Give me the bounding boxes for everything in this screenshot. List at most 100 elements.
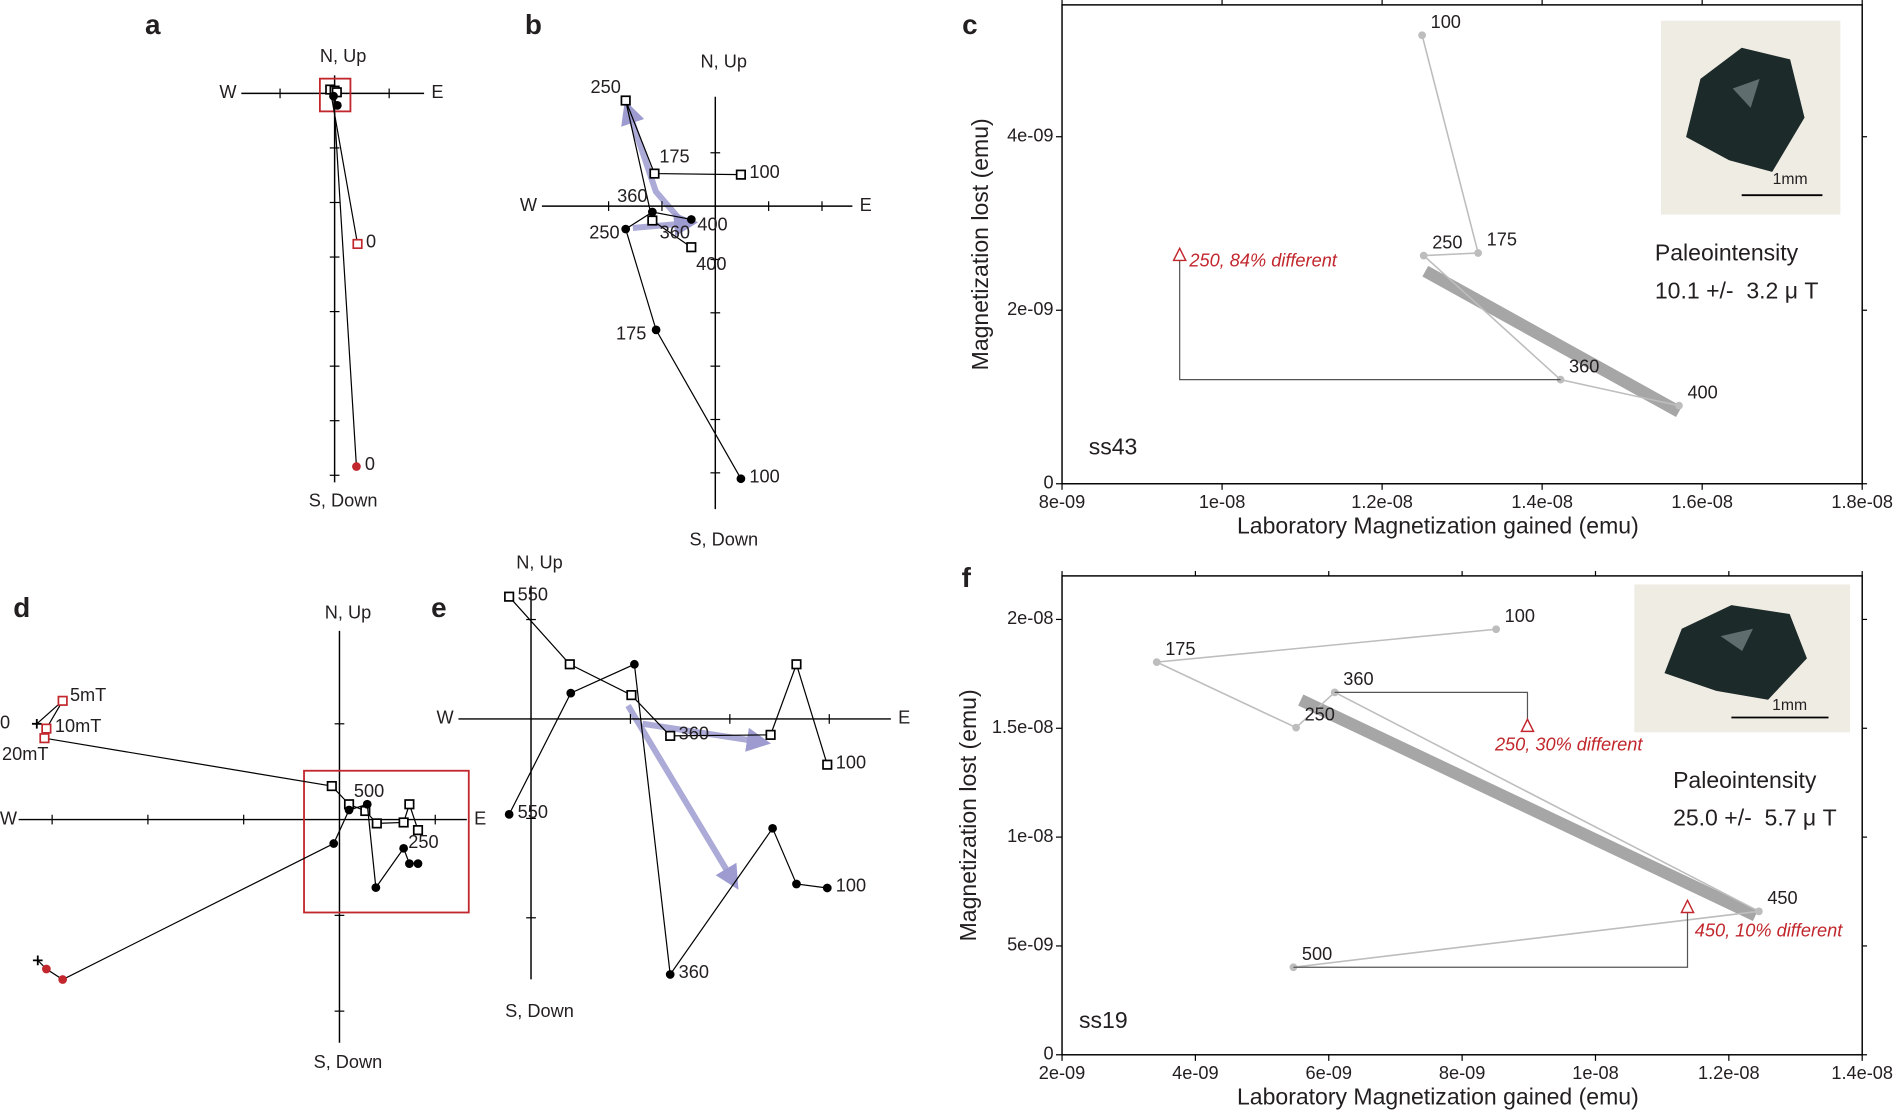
square-point <box>39 733 50 744</box>
step-label: 400 <box>1687 382 1717 402</box>
circle-point <box>630 659 639 669</box>
square-point <box>620 95 631 106</box>
check-marker <box>1520 717 1535 733</box>
y-tick-label: 0 <box>1043 1044 1053 1064</box>
step-label: 175 <box>659 147 689 167</box>
x-axis-title: Laboratory Magnetization gained (emu) <box>1237 1084 1639 1110</box>
y-tick-label: 0 <box>1043 473 1053 493</box>
step-label: 100 <box>749 162 779 182</box>
square-point <box>352 238 363 250</box>
step-label: 360 <box>1569 356 1599 376</box>
square-point <box>649 168 660 179</box>
y-tick-label: 5e-09 <box>1007 935 1053 955</box>
step-label: 0 <box>0 713 10 733</box>
square-point <box>564 659 575 670</box>
x-tick-label: 1.4e-08 <box>1831 1063 1893 1083</box>
circle-point <box>332 101 342 110</box>
projection-line <box>37 803 419 981</box>
panel-letter: c <box>962 9 978 40</box>
projection-line <box>332 95 358 467</box>
step-label: 5mT <box>70 685 106 705</box>
circle-point <box>344 805 354 815</box>
fit-line <box>1298 694 1759 921</box>
square-point <box>626 690 637 701</box>
data-point <box>1754 907 1763 916</box>
inset-shine <box>1720 628 1753 651</box>
y-tick-label: 2e-08 <box>1007 608 1053 628</box>
data-point <box>1152 658 1161 666</box>
step-label: 100 <box>749 466 779 486</box>
x-tick-label: 1.4e-08 <box>1511 492 1573 512</box>
square-point <box>41 723 52 734</box>
square-point <box>412 825 424 836</box>
square-point <box>765 729 776 740</box>
inset-scale-label: 1mm <box>1772 697 1807 714</box>
step-label: 100 <box>1431 12 1461 32</box>
x-tick-label: 8e-09 <box>1039 492 1085 512</box>
square-point <box>647 215 658 226</box>
axis-label: E <box>474 808 486 828</box>
square-point <box>371 818 382 829</box>
step-label: 250 <box>591 77 621 97</box>
check-connector <box>1293 907 1689 968</box>
check-label: 450, 10% different <box>1695 921 1843 941</box>
circle-point <box>736 474 746 484</box>
data-point <box>1675 401 1683 410</box>
step-label: 450 <box>1767 888 1797 908</box>
circle-point <box>651 325 661 335</box>
circle-point <box>362 799 372 809</box>
axis-label: S, Down <box>505 1001 574 1021</box>
data-point <box>1492 625 1501 634</box>
step-label: 100 <box>836 752 866 772</box>
y-tick-label: 2e-09 <box>1007 299 1053 319</box>
x-tick-label: 1.8e-08 <box>1831 492 1893 512</box>
circle-point <box>504 810 514 819</box>
paleointensity-title: Paleointensity <box>1655 240 1799 266</box>
data-line <box>1153 628 1762 969</box>
axis-label: S, Down <box>314 1052 383 1072</box>
x-axis-title: Laboratory Magnetization gained (emu) <box>1237 512 1639 538</box>
step-label: 250 <box>1305 704 1335 724</box>
x-tick-label: 1.2e-08 <box>1698 1063 1760 1083</box>
check-connector <box>1334 691 1529 727</box>
step-label: 175 <box>1487 230 1517 250</box>
circle-point <box>371 883 381 892</box>
arrow <box>625 704 739 890</box>
data-point <box>1292 723 1300 732</box>
step-label: 360 <box>679 962 709 982</box>
x-tick-label: 1.2e-08 <box>1351 492 1413 512</box>
x-tick-label: 4e-09 <box>1172 1063 1218 1083</box>
square-point <box>57 695 68 706</box>
axis-label: N, Up <box>320 46 366 66</box>
step-label: 250 <box>1432 232 1462 252</box>
axis-label: N, Up <box>701 52 747 72</box>
step-label: 400 <box>696 254 726 274</box>
step-label: 175 <box>616 324 646 344</box>
arrow <box>621 99 689 229</box>
step-label: 360 <box>1343 669 1373 689</box>
circle-point <box>647 207 657 217</box>
y-axis-title: Magnetization lost (emu) <box>955 689 981 941</box>
step-label: 10mT <box>55 716 101 736</box>
circle-point <box>621 224 631 234</box>
step-label: 250 <box>589 223 619 243</box>
panel-letter: f <box>962 562 972 593</box>
arrow <box>632 212 699 237</box>
circle-point <box>413 859 423 869</box>
step-label: 0 <box>365 454 375 474</box>
circle-point <box>686 215 696 224</box>
data-point <box>1474 249 1483 257</box>
square-point <box>822 759 833 770</box>
panel-letter: b <box>525 9 542 40</box>
axis-label: E <box>898 708 910 728</box>
check-label: 250, 84% different <box>1188 250 1337 270</box>
axis-label: W <box>0 808 18 828</box>
step-label: 175 <box>1165 639 1195 659</box>
circle-point <box>42 964 51 974</box>
data-line <box>1421 35 1680 407</box>
x-tick-label: 1.6e-08 <box>1671 492 1733 512</box>
x-tick-label: 1e-08 <box>1199 492 1245 512</box>
cross-point <box>32 955 43 966</box>
axis-label: E <box>431 82 443 102</box>
